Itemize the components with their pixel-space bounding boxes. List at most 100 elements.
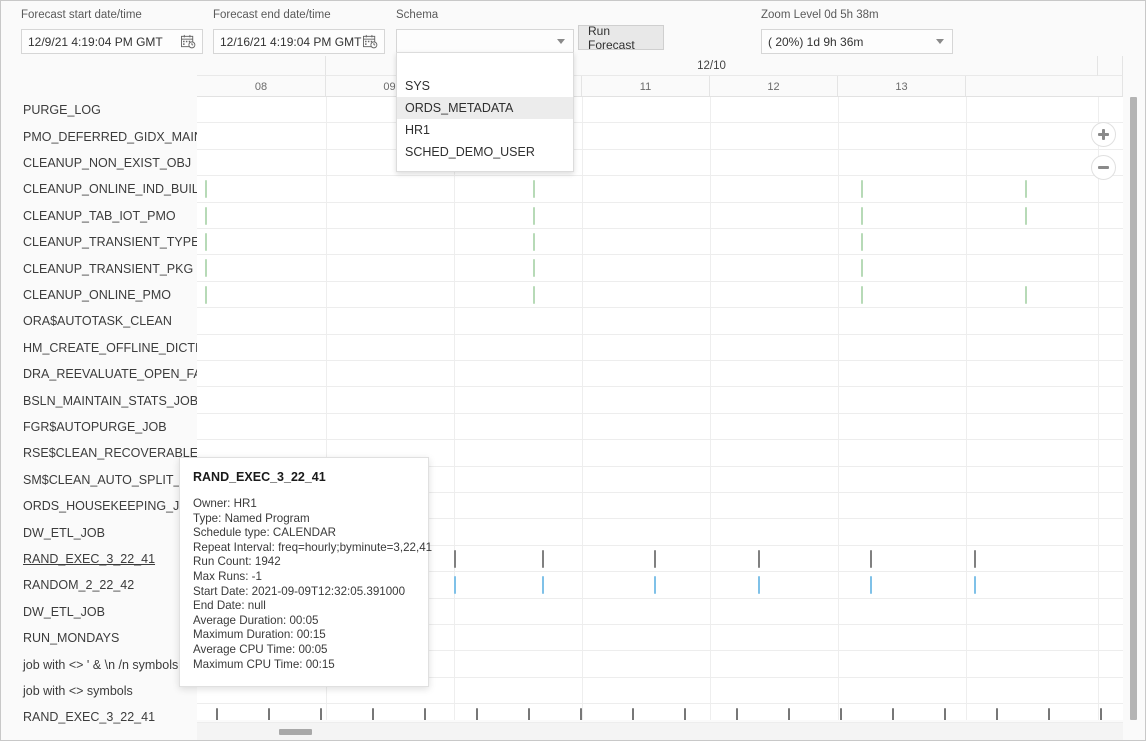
- horizontal-scrollbar[interactable]: [197, 722, 1123, 740]
- gantt-task-bar[interactable]: [205, 259, 207, 278]
- schema-option[interactable]: ORDS_METADATA: [397, 97, 573, 119]
- gantt-task-bar[interactable]: [1025, 180, 1027, 199]
- gantt-task-bar[interactable]: [533, 285, 535, 304]
- gantt-row[interactable]: [197, 97, 1123, 124]
- gantt-row[interactable]: [197, 361, 1123, 388]
- gantt-row[interactable]: [197, 255, 1123, 282]
- grid-vertical-line: [454, 440, 455, 466]
- gantt-task-bar[interactable]: [654, 549, 656, 568]
- forecast-end-input[interactable]: 12/16/21 4:19:04 PM GMT: [213, 29, 385, 54]
- gantt-task-bar[interactable]: [654, 576, 656, 595]
- gantt-task-bar[interactable]: [372, 708, 374, 720]
- vertical-scrollbar-thumb[interactable]: [1130, 97, 1137, 720]
- job-name-cell[interactable]: RAND_EXEC_3_22_41: [23, 551, 156, 566]
- gantt-task-bar[interactable]: [320, 708, 322, 720]
- grid-vertical-line: [966, 598, 967, 624]
- gantt-task-bar[interactable]: [533, 259, 535, 278]
- gantt-task-bar[interactable]: [996, 708, 998, 720]
- gantt-task-bar[interactable]: [758, 549, 760, 568]
- grid-vertical-line: [710, 387, 711, 413]
- gantt-task-bar[interactable]: [788, 708, 790, 720]
- forecast-start-input[interactable]: 12/9/21 4:19:04 PM GMT: [21, 29, 203, 54]
- schema-option[interactable]: SCHED_DEMO_USER: [405, 145, 535, 159]
- gantt-task-bar[interactable]: [533, 180, 535, 199]
- schema-dropdown-list[interactable]: SYS ORDS_METADATA HR1 SCHED_DEMO_USER: [396, 52, 574, 172]
- run-forecast-button[interactable]: Run Forecast: [578, 24, 664, 52]
- gantt-task-bar[interactable]: [454, 549, 456, 568]
- gantt-task-bar[interactable]: [542, 576, 544, 595]
- gantt-task-bar[interactable]: [216, 708, 218, 720]
- gantt-row[interactable]: [197, 387, 1123, 414]
- gantt-task-bar[interactable]: [205, 180, 207, 199]
- gantt-row[interactable]: [197, 413, 1123, 441]
- gantt-task-bar[interactable]: [861, 259, 863, 278]
- grid-vertical-line: [838, 651, 839, 677]
- gantt-row[interactable]: [197, 149, 1123, 177]
- gantt-task-bar[interactable]: [944, 708, 946, 720]
- gantt-task-bar[interactable]: [424, 708, 426, 720]
- gantt-task-bar[interactable]: [205, 206, 207, 225]
- gantt-task-bar[interactable]: [1048, 708, 1050, 720]
- grid-vertical-line: [710, 255, 711, 281]
- gantt-task-bar[interactable]: [1100, 708, 1102, 720]
- tooltip-detail-line: Schedule type: CALENDAR: [193, 526, 337, 540]
- grid-vertical-line: [710, 598, 711, 624]
- gantt-row[interactable]: [197, 704, 1123, 720]
- plus-icon-vertical: [1102, 129, 1105, 140]
- gantt-task-bar[interactable]: [758, 576, 760, 595]
- gantt-task-bar[interactable]: [205, 233, 207, 251]
- gantt-row[interactable]: [197, 229, 1123, 256]
- chevron-down-icon[interactable]: [557, 39, 565, 44]
- job-name-cell: DW_ETL_JOB: [23, 604, 105, 619]
- grid-vertical-line: [966, 123, 967, 149]
- gantt-task-bar[interactable]: [974, 549, 976, 568]
- gantt-task-bar[interactable]: [580, 708, 582, 720]
- grid-vertical-line: [1098, 202, 1099, 228]
- gantt-row[interactable]: [197, 334, 1123, 361]
- job-name-cell: FGR$AUTOPURGE_JOB: [23, 419, 167, 434]
- chevron-down-icon[interactable]: [936, 39, 944, 44]
- gantt-task-bar[interactable]: [892, 708, 894, 720]
- gantt-task-bar[interactable]: [861, 285, 863, 304]
- gantt-task-bar[interactable]: [476, 708, 478, 720]
- gantt-task-bar[interactable]: [533, 206, 535, 225]
- zoom-out-button[interactable]: [1091, 155, 1116, 180]
- grid-vertical-line: [326, 149, 327, 176]
- gantt-task-bar[interactable]: [736, 708, 738, 720]
- gantt-task-bar[interactable]: [528, 708, 530, 720]
- gantt-task-bar[interactable]: [454, 576, 456, 595]
- schema-option[interactable]: SYS: [405, 79, 431, 93]
- zoom-level-select[interactable]: ( 20%) 1d 9h 36m: [761, 29, 953, 54]
- gantt-task-bar[interactable]: [684, 708, 686, 720]
- zoom-in-button[interactable]: [1091, 122, 1116, 147]
- gantt-row[interactable]: [197, 176, 1123, 203]
- gantt-task-bar[interactable]: [861, 206, 863, 225]
- gantt-task-bar[interactable]: [533, 233, 535, 251]
- gantt-task-bar[interactable]: [974, 576, 976, 595]
- gantt-task-bar[interactable]: [632, 708, 634, 720]
- gantt-task-bar[interactable]: [870, 576, 872, 595]
- gantt-row[interactable]: [197, 308, 1123, 335]
- schema-select[interactable]: [396, 29, 574, 54]
- horizontal-scrollbar-thumb[interactable]: [279, 729, 312, 735]
- calendar-icon[interactable]: [181, 34, 196, 49]
- calendar-icon[interactable]: [363, 34, 378, 49]
- gantt-task-bar[interactable]: [1025, 285, 1027, 304]
- grid-vertical-line: [710, 572, 711, 598]
- gantt-row[interactable]: [197, 123, 1123, 150]
- gantt-task-bar[interactable]: [870, 549, 872, 568]
- zoom-level-value: ( 20%) 1d 9h 36m: [768, 34, 864, 49]
- gantt-task-bar[interactable]: [840, 708, 842, 720]
- grid-vertical-line: [710, 466, 711, 492]
- schema-option[interactable]: HR1: [405, 123, 431, 137]
- gantt-task-bar[interactable]: [268, 708, 270, 720]
- job-name-cell: PMO_DEFERRED_GIDX_MAINT_JOB: [23, 129, 242, 144]
- gantt-task-bar[interactable]: [861, 233, 863, 251]
- gantt-task-bar[interactable]: [542, 549, 544, 568]
- gantt-task-bar[interactable]: [861, 180, 863, 199]
- gantt-row[interactable]: [197, 281, 1123, 309]
- gantt-task-bar[interactable]: [1025, 206, 1027, 225]
- gantt-row[interactable]: [197, 202, 1123, 229]
- gantt-task-bar[interactable]: [205, 285, 207, 304]
- vertical-scrollbar[interactable]: [1123, 97, 1145, 720]
